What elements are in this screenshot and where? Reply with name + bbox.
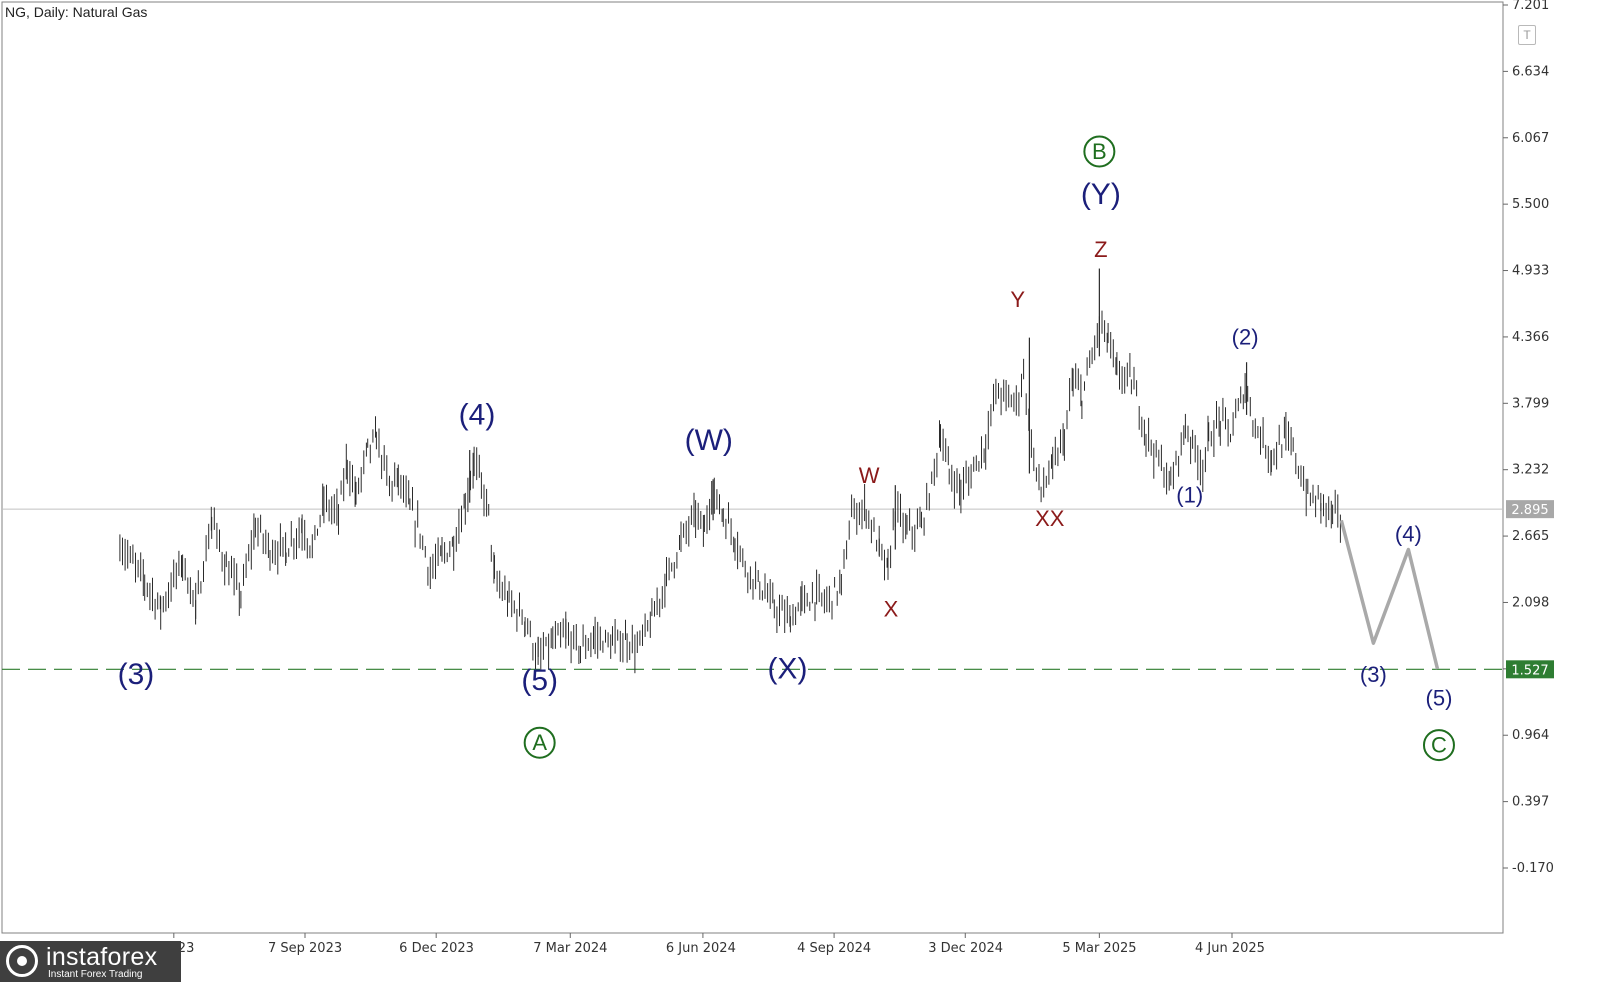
y-axis-label: 7.201 bbox=[1512, 0, 1549, 13]
y-axis-label: 4.933 bbox=[1512, 264, 1549, 279]
wave-label: (3) bbox=[1360, 662, 1387, 687]
wave-label: (Y) bbox=[1081, 178, 1121, 211]
x-axis-label: 4 Sep 2024 bbox=[797, 941, 871, 956]
wave-label: W bbox=[859, 463, 880, 488]
gear-logo-icon bbox=[6, 945, 38, 977]
price-bars bbox=[119, 268, 1341, 674]
y-axis-label: 0.964 bbox=[1512, 728, 1549, 743]
current-price-tag-text: 2.895 bbox=[1511, 503, 1548, 518]
y-axis-label: 6.634 bbox=[1512, 64, 1549, 79]
current-price-tag-bg bbox=[1506, 500, 1554, 519]
wave-label: (2) bbox=[1232, 325, 1259, 350]
wave-label-circle bbox=[1422, 729, 1455, 762]
wave-label: (4) bbox=[1395, 521, 1422, 546]
x-axis-label: 7 Sep 2023 bbox=[268, 941, 342, 956]
instaforex-watermark: instaforex Instant Forex Trading bbox=[0, 941, 181, 982]
wave-label: (1) bbox=[1176, 483, 1203, 508]
y-axis-label: 3.799 bbox=[1512, 396, 1549, 411]
wave-label: (3) bbox=[118, 658, 155, 691]
y-axis-label: 2.098 bbox=[1512, 595, 1549, 610]
support-price-tag: 1.527 bbox=[1506, 660, 1554, 679]
wave-label: (X) bbox=[767, 652, 807, 685]
wave-label: Z bbox=[1094, 237, 1107, 262]
y-axis-label: 5.500 bbox=[1512, 197, 1549, 212]
wave-label: XX bbox=[1035, 506, 1065, 531]
x-axis-label: 7 Mar 2024 bbox=[533, 941, 607, 956]
watermark-brand: instaforex bbox=[46, 943, 158, 971]
y-axis-label: 6.067 bbox=[1512, 131, 1549, 146]
y-axis-label: 2.665 bbox=[1512, 529, 1549, 544]
current-price-tag: 2.895 bbox=[1506, 500, 1554, 519]
wave-label: X bbox=[884, 596, 899, 621]
wave-label: (4) bbox=[459, 398, 496, 431]
plot-frame bbox=[1, 1, 1504, 934]
x-axis-label: 3 Dec 2024 bbox=[928, 941, 1003, 956]
support-price-tag-bg bbox=[1506, 660, 1554, 679]
wave-label: (W) bbox=[685, 424, 733, 457]
template-icon[interactable]: T bbox=[1518, 25, 1536, 45]
watermark-tagline: Instant Forex Trading bbox=[48, 969, 143, 980]
projected-wave-path bbox=[1339, 519, 1440, 670]
y-axis-label: 3.232 bbox=[1512, 463, 1549, 478]
support-price-tag-text: 1.527 bbox=[1511, 663, 1548, 678]
wave-label: C bbox=[1431, 733, 1447, 758]
wave-label: B bbox=[1092, 139, 1107, 164]
wave-label: (5) bbox=[521, 664, 558, 697]
chart-header-title: NG, Daily: Natural Gas bbox=[5, 4, 148, 20]
x-axis-label: 4 Jun 2025 bbox=[1195, 941, 1265, 956]
wave-label: Y bbox=[1010, 287, 1025, 312]
y-axis-label: 4.366 bbox=[1512, 330, 1549, 345]
wave-label-circle bbox=[1083, 135, 1116, 168]
wave-label: A bbox=[532, 730, 547, 755]
x-axis-label: 6 Jun 2024 bbox=[666, 941, 736, 956]
wave-label: (5) bbox=[1426, 685, 1453, 710]
x-axis-label: 5 Mar 2025 bbox=[1062, 941, 1136, 956]
y-axis-label: 0.397 bbox=[1512, 795, 1549, 810]
wave-label-circle bbox=[523, 726, 556, 759]
y-axis-label: -0.170 bbox=[1512, 861, 1554, 876]
x-axis-label: 6 Dec 2023 bbox=[399, 941, 474, 956]
